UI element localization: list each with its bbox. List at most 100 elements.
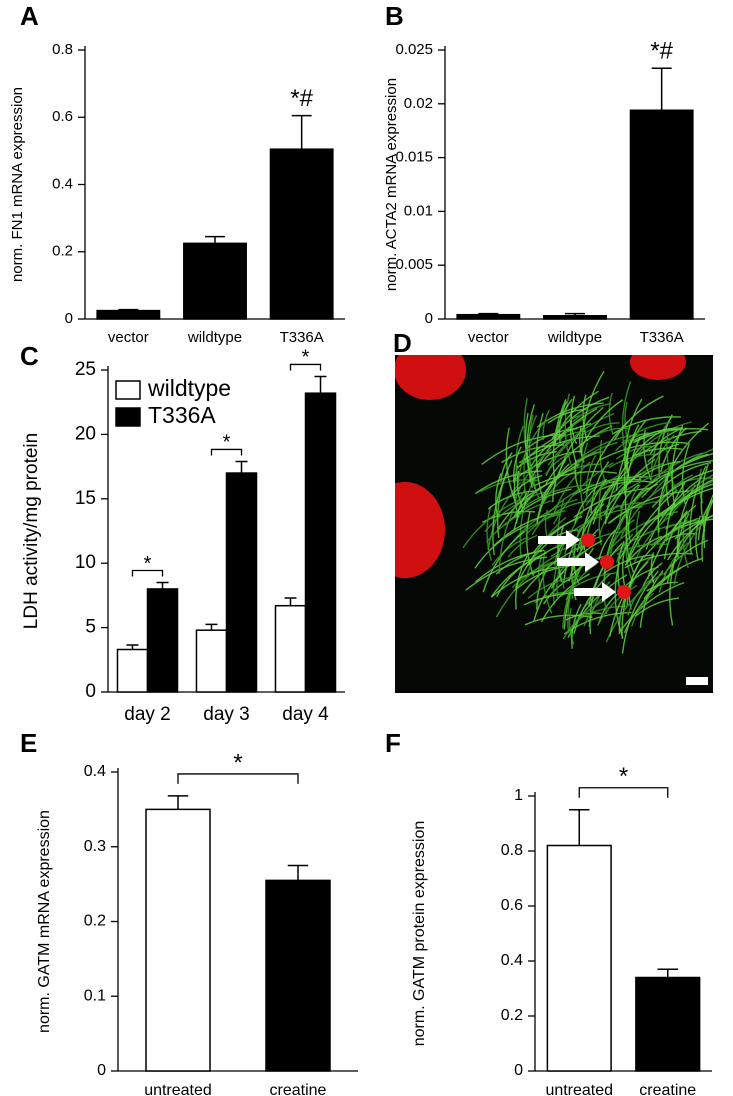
x-tick-label: day 3: [203, 704, 249, 725]
bar: [274, 604, 307, 693]
fiber: [578, 399, 624, 453]
y-axis-title: norm. ACTA2 mRNA expression: [383, 78, 400, 291]
y-tick-label: 0.3: [84, 838, 106, 855]
fiber: [526, 511, 535, 577]
fiber: [531, 487, 583, 536]
fiber: [616, 533, 634, 563]
fiber: [620, 581, 685, 631]
y-tick-label: 0.4: [501, 952, 523, 969]
legend-label: wildtype: [147, 375, 231, 401]
error-bar: [235, 460, 248, 474]
y-tick-label: 0.8: [501, 842, 523, 859]
fiber: [637, 421, 692, 455]
fiber: [666, 429, 677, 491]
fiber: [524, 412, 538, 493]
fiber: [638, 460, 681, 480]
nucleus: [395, 482, 445, 578]
fiber: [677, 513, 690, 558]
fiber: [621, 421, 671, 444]
fiber: [545, 435, 579, 477]
y-tick-label: 0.4: [52, 175, 73, 192]
fiber: [597, 427, 630, 436]
error-bar: [657, 968, 678, 978]
fiber: [554, 398, 573, 445]
fiber: [624, 398, 643, 469]
error-bar: [205, 623, 218, 631]
fiber: [525, 484, 597, 507]
significance-label: *#: [650, 38, 673, 65]
fiber: [592, 469, 629, 525]
significance-bracket: [578, 787, 669, 798]
bar: [304, 392, 337, 693]
fiber: [530, 433, 567, 467]
significance-bracket: [289, 363, 322, 371]
fiber: [495, 553, 560, 618]
fiber: [650, 552, 655, 584]
fiber: [545, 425, 613, 485]
panel-label: E: [20, 728, 37, 758]
fiber: [565, 563, 598, 601]
fiber: [671, 424, 684, 508]
fiber: [562, 600, 605, 640]
bar: [629, 109, 694, 320]
fiber: [625, 508, 635, 573]
arrow: [538, 530, 580, 550]
nucleus: [395, 355, 466, 400]
legend-swatch: [115, 407, 141, 427]
significance-label: *: [302, 347, 310, 369]
fiber: [585, 454, 597, 497]
fiber: [511, 474, 543, 496]
y-tick-label: 10: [75, 552, 96, 573]
fiber: [547, 412, 615, 466]
x-tick-label: vector: [108, 329, 149, 346]
fiber: [571, 531, 623, 554]
y-tick-label: 0.6: [52, 108, 73, 125]
y-axis-title: norm. GATM protein expression: [411, 821, 428, 1047]
fiber: [482, 530, 525, 593]
error-bar: [287, 864, 309, 881]
y-tick-label: 20: [75, 423, 96, 444]
bar: [225, 472, 258, 693]
y-tick-label: 0.8: [52, 41, 73, 58]
legend-label: T336A: [148, 402, 216, 428]
x-tick-label: vector: [468, 329, 509, 346]
fiber: [627, 579, 651, 616]
fiber: [608, 392, 614, 434]
panel-label: D: [393, 328, 412, 358]
fiber: [625, 489, 678, 564]
arrow: [574, 582, 616, 602]
fiber: [513, 450, 583, 481]
fiber: [529, 516, 580, 561]
fiber: [598, 529, 616, 560]
x-tick-label: creatine: [639, 1082, 696, 1096]
error-bar: [569, 809, 590, 846]
x-tick-label: day 4: [282, 704, 329, 725]
bar: [146, 588, 179, 693]
y-tick-label: 0.2: [52, 243, 73, 260]
fiber: [514, 565, 571, 591]
scale-bar: [686, 677, 708, 685]
fiber: [620, 485, 665, 539]
error-bar: [651, 67, 672, 111]
x-tick-label: wildtype: [187, 329, 242, 346]
error-bar: [284, 597, 297, 606]
y-tick-label: 0: [514, 1062, 523, 1079]
fiber: [623, 424, 640, 496]
y-tick-label: 15: [75, 488, 96, 509]
fiber: [507, 534, 538, 558]
micrograph: [395, 355, 713, 693]
y-tick-label: 25: [75, 359, 96, 380]
fiber: [516, 470, 524, 510]
fiber: [667, 478, 713, 516]
significance-bracket: [131, 569, 164, 577]
fiber: [518, 435, 600, 464]
y-tick-label: 0.6: [501, 897, 523, 914]
fiber: [649, 434, 675, 480]
fiber: [547, 408, 587, 424]
fiber: [558, 417, 586, 443]
red-dot: [617, 585, 631, 599]
fiber: [631, 592, 655, 627]
fiber: [598, 479, 605, 521]
fiber: [599, 480, 654, 491]
fiber: [525, 510, 566, 536]
